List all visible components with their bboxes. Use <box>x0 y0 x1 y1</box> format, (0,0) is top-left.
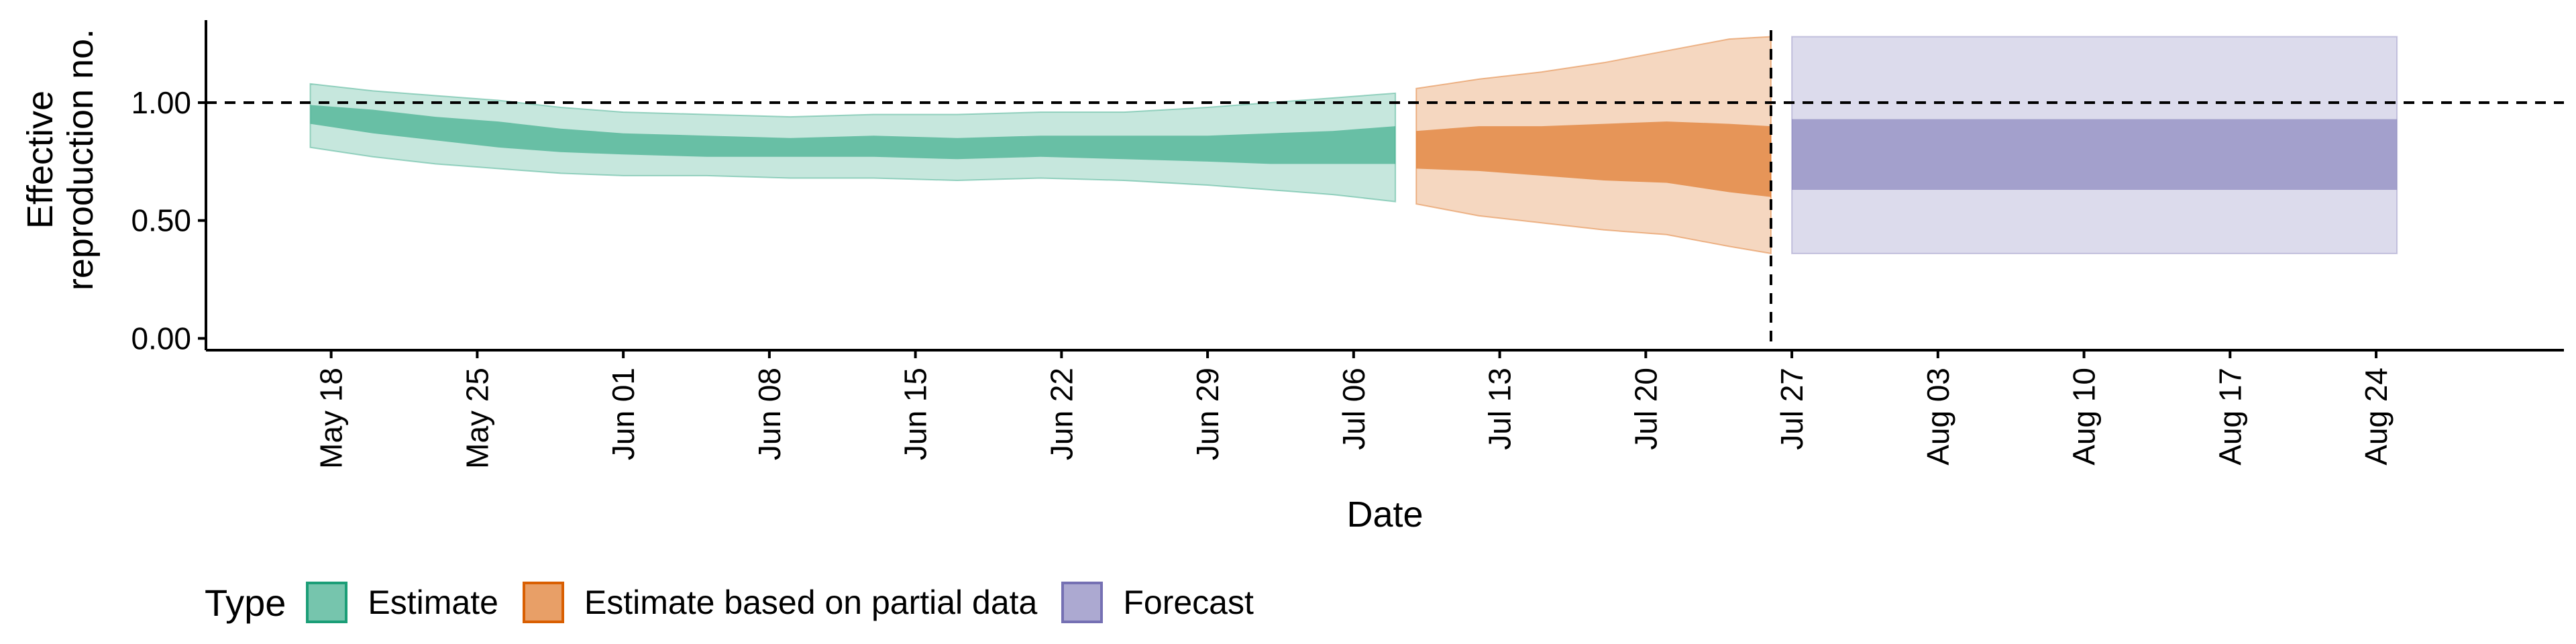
x-tick-label: Jul 27 <box>1774 368 1809 450</box>
legend-item-forecast: Forecast <box>1061 582 1254 623</box>
x-tick-label: May 25 <box>460 368 494 469</box>
x-tick-label: Jul 06 <box>1336 368 1371 450</box>
band-50-estimate <box>310 105 1396 164</box>
legend: Type Estimate Estimate based on partial … <box>205 578 1278 627</box>
legend-swatch-forecast <box>1061 582 1104 623</box>
legend-label-forecast: Forecast <box>1123 584 1254 621</box>
legend-title: Type <box>205 581 286 624</box>
legend-item-estimate: Estimate <box>306 582 498 623</box>
legend-swatch-estimate <box>306 582 348 623</box>
band-50-estimate-based-on-partial-data <box>1416 121 1771 197</box>
band-50-forecast <box>1792 119 2398 191</box>
y-tick-label: 0.50 <box>131 203 191 238</box>
y-axis-title-line: Effective <box>20 91 60 229</box>
x-axis-title: Date <box>1346 494 1423 535</box>
chart-canvas: 0.00 0.50 1.00 May 18 May 25 Jun 01 Jun 08 Jun … <box>20 20 2564 535</box>
x-tick-label: Jun 22 <box>1044 368 1079 460</box>
y-axis-title: Effectivereproduction no. <box>20 29 101 290</box>
x-tick-label: Jul 13 <box>1483 368 1517 450</box>
y-tick-label: 1.00 <box>131 85 191 120</box>
legend-swatch-partial <box>522 582 564 623</box>
axis-labels: 0.00 0.50 1.00 May 18 May 25 Jun 01 Jun 08 Jun … <box>20 29 2394 535</box>
reference-lines <box>206 30 2564 350</box>
x-tick-label: Aug 17 <box>2212 368 2247 466</box>
x-tick-label: May 18 <box>314 368 349 469</box>
x-tick-label: Aug 03 <box>1921 368 1955 466</box>
x-tick-label: Jun 15 <box>898 368 933 460</box>
x-tick-label: Jun 29 <box>1190 368 1225 460</box>
chart-axes <box>198 20 2564 358</box>
x-tick-label: Jun 01 <box>606 368 641 460</box>
y-tick-label: 0.00 <box>131 321 191 356</box>
legend-item-partial: Estimate based on partial data <box>522 582 1038 623</box>
legend-label-estimate: Estimate <box>368 584 498 621</box>
x-tick-label: Aug 24 <box>2359 368 2394 466</box>
y-axis-title-line: reproduction no. <box>60 29 101 290</box>
x-tick-label: Jun 08 <box>752 368 787 460</box>
legend-label-partial: Estimate based on partial data <box>584 584 1038 621</box>
x-tick-label: Aug 10 <box>2067 368 2102 466</box>
chart-bands <box>309 36 2398 255</box>
x-tick-label: Jul 20 <box>1628 368 1663 450</box>
